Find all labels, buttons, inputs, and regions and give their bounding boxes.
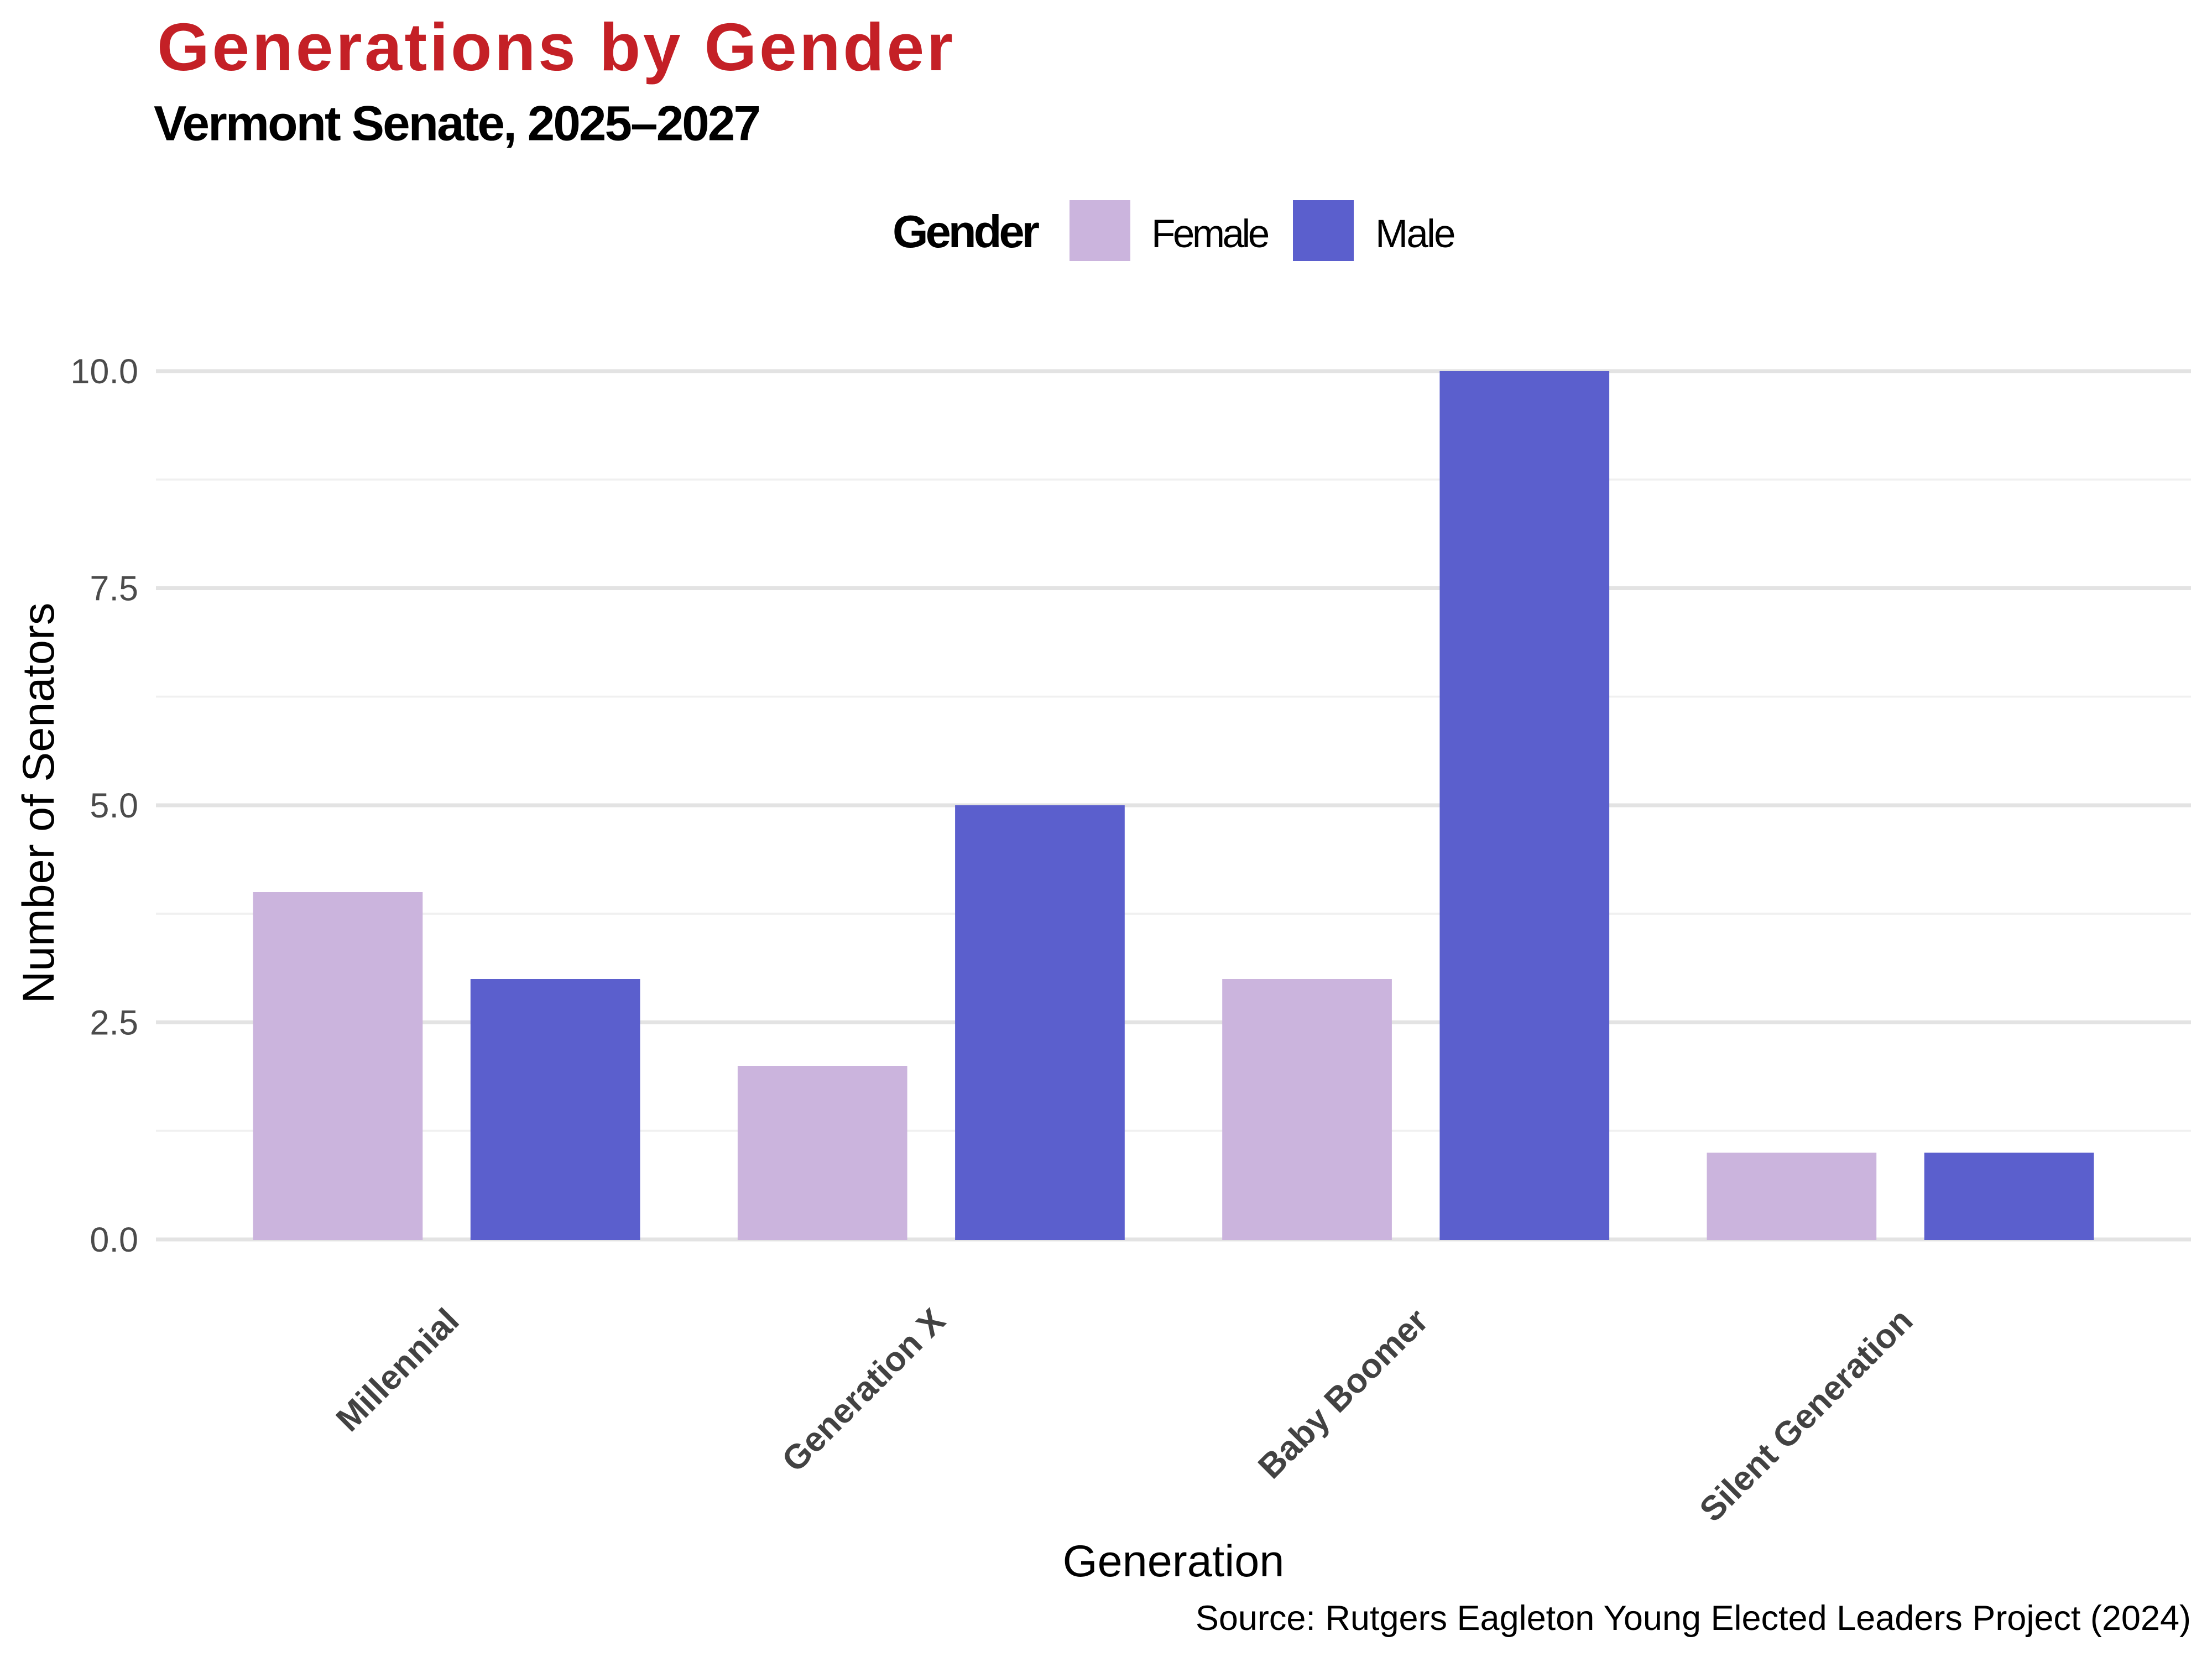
svg-text:Female: Female xyxy=(1151,212,1269,256)
svg-text:5.0: 5.0 xyxy=(90,786,138,825)
svg-text:Generation: Generation xyxy=(1063,1536,1285,1586)
svg-text:2.5: 2.5 xyxy=(90,1004,138,1043)
svg-text:7.5: 7.5 xyxy=(90,570,138,608)
svg-text:0.0: 0.0 xyxy=(90,1221,138,1259)
svg-text:Male: Male xyxy=(1375,212,1454,256)
svg-text:Gender: Gender xyxy=(893,206,1040,257)
svg-text:Vermont Senate, 2025–2027: Vermont Senate, 2025–2027 xyxy=(154,96,759,151)
svg-text:Generations by Gender: Generations by Gender xyxy=(157,9,956,85)
svg-text:10.0: 10.0 xyxy=(70,352,138,391)
svg-text:Source: Rutgers Eagleton Young: Source: Rutgers Eagleton Young Elected L… xyxy=(1196,1599,2191,1638)
svg-text:Number of Senators: Number of Senators xyxy=(14,603,64,1004)
